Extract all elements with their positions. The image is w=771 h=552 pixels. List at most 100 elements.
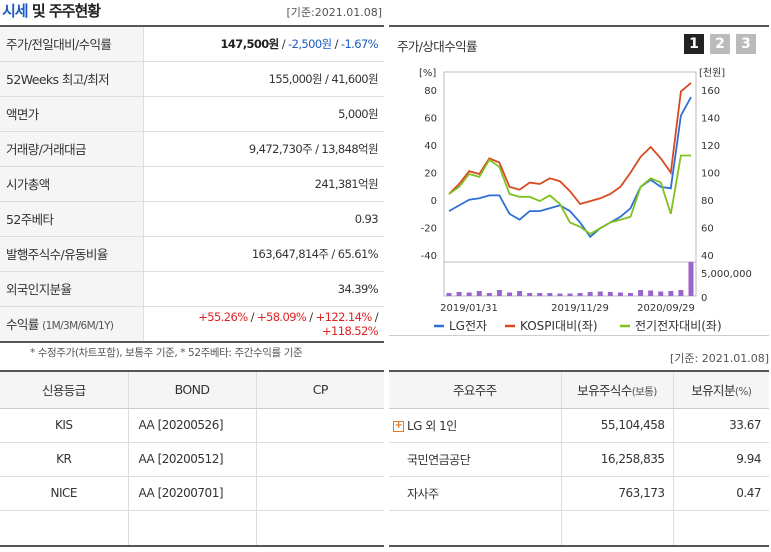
table-row: 자사주 763,173 0.47	[389, 476, 769, 511]
volume-bar	[638, 290, 644, 296]
row-label: 52Weeks 최고/최저	[0, 61, 144, 97]
row-value: 9,472,730주 / 13,848억원	[143, 131, 384, 167]
agency-cell	[0, 510, 129, 546]
volume-bar	[547, 293, 553, 296]
col-header: CP	[256, 371, 384, 409]
credit-rating-table: 신용등급 BOND CP KIS AA [20200526] KR AA [20…	[0, 370, 384, 547]
row-label: 발행주식수/유동비율	[0, 236, 144, 272]
holder-name: 자사주	[389, 476, 562, 511]
volume-bar	[446, 293, 452, 296]
right-tick-label: 100	[701, 169, 720, 180]
volume-bar	[567, 293, 573, 296]
holder-pct: 9.94	[673, 442, 769, 477]
row-label: 수익률 (1M/3M/6M/1Y)	[0, 306, 144, 343]
chart-period-buttons: 1 2 3	[684, 34, 756, 54]
table-row: KIS AA [20200526]	[0, 408, 384, 443]
left-tick-label: 20	[424, 169, 437, 180]
table-row: 국민연금공단 16,258,835 9.94	[389, 442, 769, 477]
x-tick-label: 2019/11/29	[551, 303, 609, 314]
holder-shares	[561, 510, 674, 546]
col-header: 신용등급	[0, 371, 129, 409]
cp-cell	[256, 510, 384, 546]
row-value: 5,000원	[143, 96, 384, 132]
footnote: * 수정주가(차트포함), 보통주 기준, * 52주베타: 주간수익률 기준	[30, 347, 303, 359]
chart-button-3[interactable]: 3	[736, 34, 756, 54]
table-row: 발행주식수/유동비율 163,647,814주 / 65.61%	[0, 236, 384, 272]
table-row: 52Weeks 최고/최저 155,000원 / 41,600원	[0, 61, 384, 97]
volume-tick-label: 5,000,000	[701, 269, 752, 280]
table-header-row: 주요주주 보유주식수(보통) 보유지분(%)	[389, 371, 769, 409]
right-axis-unit: [천원]	[699, 67, 725, 79]
volume-bar	[628, 293, 633, 296]
volume-bar	[466, 292, 472, 296]
reference-date: [기준:2021.01.08]	[286, 6, 382, 19]
agency-cell: KR	[0, 442, 129, 477]
agency-cell: NICE	[0, 476, 129, 511]
x-tick-label: 2020/09/29	[637, 303, 695, 314]
series-line	[448, 154, 691, 235]
table-row: 거래량/거래대금 9,472,730주 / 13,848억원	[0, 131, 384, 167]
row-label: 외국인지분율	[0, 271, 144, 307]
right-tick-label: 40	[701, 251, 714, 262]
table-header-row: 신용등급 BOND CP	[0, 371, 384, 409]
volume-bar	[486, 293, 492, 296]
table-row	[389, 510, 769, 546]
volume-bar	[668, 291, 674, 296]
stock-chart: [%] [천원] 80 160 60 140 40 120 20 100 0 80 -20 60 -40 40…	[419, 67, 752, 333]
quote-table: 주가/전일대비/수익률 147,500원 / -2,500원 / -1.67% …	[0, 25, 384, 343]
col-header: 주요주주	[389, 371, 562, 409]
row-value: 34.39%	[143, 271, 384, 307]
volume-bar	[688, 262, 694, 296]
volume-bar	[617, 292, 623, 296]
volume-bar	[587, 292, 593, 296]
table-row: 액면가 5,000원	[0, 96, 384, 132]
left-tick-label: -20	[421, 224, 437, 235]
table-row: 52주베타 0.93	[0, 201, 384, 237]
bond-cell: AA [20200526]	[128, 408, 257, 443]
volume-bar	[557, 293, 563, 296]
volume-bar	[496, 290, 502, 296]
row-label: 주가/전일대비/수익률	[0, 26, 144, 62]
col-header: 보유지분(%)	[673, 371, 769, 409]
shareholder-table: 주요주주 보유주식수(보통) 보유지분(%) + LG 외 1인 55,104,4…	[389, 370, 769, 547]
row-label: 액면가	[0, 96, 144, 132]
left-tick-label: 40	[424, 141, 437, 152]
table-row: 외국인지분율 34.39%	[0, 271, 384, 307]
cp-cell	[256, 408, 384, 443]
left-tick-label: -40	[421, 251, 437, 262]
right-tick-label: 80	[701, 196, 714, 207]
series-line	[448, 96, 692, 239]
holder-pct: 0.47	[673, 476, 769, 511]
plus-icon[interactable]: +	[393, 419, 404, 432]
holder-name	[389, 510, 562, 546]
bond-cell: AA [20200701]	[128, 476, 257, 511]
volume-bar	[456, 292, 462, 296]
legend-label: LG전자	[449, 319, 487, 333]
right-tick-label: 60	[701, 224, 714, 235]
bond-cell	[128, 510, 257, 546]
row-value: 0.93	[143, 201, 384, 237]
right-tick-label: 120	[701, 141, 720, 152]
holder-name: 국민연금공단	[389, 442, 562, 477]
volume-bar	[476, 291, 482, 296]
table-row: NICE AA [20200701]	[0, 476, 384, 511]
row-value: 155,000원 / 41,600원	[143, 61, 384, 97]
left-axis-unit: [%]	[419, 68, 436, 79]
section-title: 시세 및 주주현황	[2, 2, 101, 20]
right-tick-label: 160	[701, 86, 720, 97]
reference-date-2: [기준: 2021.01.08]	[669, 352, 769, 365]
volume-bar	[597, 291, 603, 296]
left-tick-label: 80	[424, 86, 437, 97]
chart-button-2[interactable]: 2	[710, 34, 730, 54]
row-label: 시가총액	[0, 166, 144, 202]
returns-value: +55.26% / +58.09% / +122.14% / +118.52%	[143, 306, 384, 343]
volume-tick-label: 0	[701, 293, 707, 304]
row-value: 163,647,814주 / 65.61%	[143, 236, 384, 272]
table-row: + LG 외 1인 55,104,458 33.67	[389, 408, 769, 443]
cp-cell	[256, 442, 384, 477]
chart-button-1[interactable]: 1	[684, 34, 704, 54]
left-tick-label: 0	[431, 196, 437, 207]
series-line	[448, 82, 692, 206]
holder-shares: 16,258,835	[561, 442, 674, 477]
row-value: 241,381억원	[143, 166, 384, 202]
